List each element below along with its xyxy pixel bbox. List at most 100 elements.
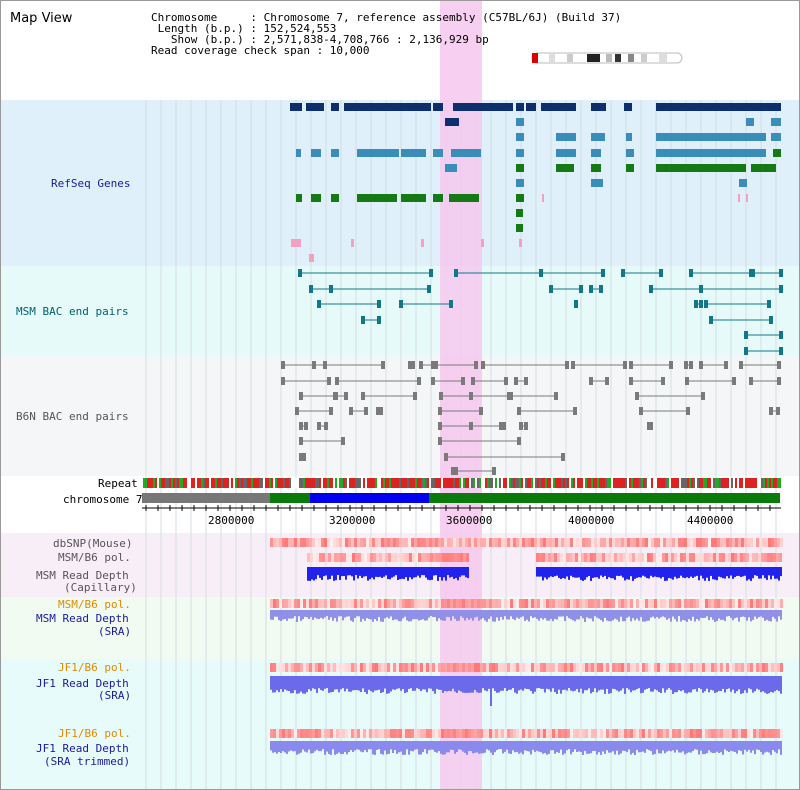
jf1-pol-cell [720, 663, 723, 672]
jf1-sra-depth-bar [282, 676, 284, 692]
msm-depth-bar [313, 567, 315, 581]
repeat-feature [427, 478, 429, 488]
jf1-sra-depth-bar [598, 676, 600, 691]
repeat-feature [567, 478, 569, 488]
b6n-bac-pair-end [381, 361, 385, 369]
b6n-bac-pair-end [438, 407, 442, 415]
msm-sra-depth-bar [632, 610, 634, 619]
msm-sra-depth-bar [464, 610, 466, 621]
jf1-trim-depth-bar [358, 741, 360, 750]
msm-depth-bar [580, 567, 582, 580]
gene-exon [626, 133, 632, 141]
jf1-trim-depth-bar [306, 741, 308, 753]
repeat-feature [151, 478, 153, 488]
jf1-sra-depth-bar [636, 676, 638, 690]
jf1-pol-cell [357, 663, 360, 672]
jf1-sra-depth-bar [634, 676, 636, 691]
jf1-pol-cell [585, 729, 588, 738]
msm-bac-pair-end [429, 269, 433, 277]
msm-pol-cell [738, 599, 741, 608]
jf1-trim-depth-bar [532, 741, 534, 750]
msm-pol-cell [749, 553, 752, 562]
msm-sra-depth-bar [752, 610, 754, 620]
selection-highlight [440, 1, 482, 789]
jf1-pol-cell [642, 663, 645, 672]
jf1-sra-depth-bar [426, 676, 428, 693]
repeat-feature [235, 478, 237, 488]
track-label-jf1-depth-sra-sub: (SRA) [98, 689, 132, 702]
msm-pol-cell [390, 599, 393, 608]
repeat-feature [635, 478, 637, 488]
dbsnp-cell [666, 538, 669, 547]
jf1-pol-cell [489, 729, 492, 738]
jf1-pol-cell [702, 663, 705, 672]
repeat-feature [563, 478, 565, 488]
repeat-feature [257, 478, 259, 488]
dbsnp-cell [555, 538, 558, 547]
repeat-feature [547, 478, 549, 488]
msm-pol-cell [393, 599, 396, 608]
msm-pol-cell [578, 553, 581, 562]
gene-exon [591, 103, 606, 111]
jf1-sra-depth-bar [546, 676, 548, 689]
msm-pol-cell [313, 553, 316, 562]
msm-pol-cell [716, 553, 719, 562]
jf1-sra-depth-bar [570, 676, 572, 691]
msm-depth-bar [562, 567, 564, 579]
jf1-sra-depth-bar [408, 676, 410, 689]
jf1-trim-depth-bar [474, 741, 476, 753]
jf1-sra-depth-bar [614, 676, 616, 690]
chromosome-bar-blue [310, 493, 429, 503]
dbsnp-cell [420, 538, 423, 547]
msm-depth-bar [548, 567, 550, 578]
dbsnp-cell [378, 538, 381, 547]
msm-depth-bar [740, 567, 742, 577]
jf1-trim-depth-bar [368, 741, 370, 750]
dbsnp-cell [702, 538, 705, 547]
msm-sra-depth-bar [750, 610, 752, 622]
msm-depth-bar [538, 567, 540, 577]
jf1-trim-depth-bar [444, 741, 446, 755]
msm-sra-depth-bar [654, 610, 656, 619]
jf1-trim-depth-bar [282, 741, 284, 752]
jf1-sra-depth-bar [700, 676, 702, 690]
msm-pol-cell [336, 599, 339, 608]
msm-pol-cell [638, 553, 641, 562]
jf1-pol-cell [453, 663, 456, 672]
jf1-pol-cell [357, 729, 360, 738]
msm-sra-depth-bar [548, 610, 550, 621]
msm-sra-depth-bar [546, 610, 548, 621]
gene-exon [771, 118, 781, 126]
msm-depth-bar [732, 567, 734, 579]
jf1-sra-depth-bar [586, 676, 588, 691]
b6n-bac-pair-end [649, 422, 653, 430]
msm-pol-cell [525, 599, 528, 608]
msm-depth-bar [748, 567, 750, 580]
repeat-feature [453, 478, 455, 488]
msm-sra-depth-bar [270, 610, 272, 620]
jf1-pol-cell [486, 663, 489, 672]
jf1-sra-depth-bar [344, 676, 346, 692]
jf1-sra-depth-bar [576, 676, 578, 690]
jf1-sra-depth-bar [356, 676, 358, 690]
jf1-sra-depth-bar [512, 676, 514, 689]
jf1-trim-depth-bar [286, 741, 288, 754]
jf1-trim-depth-bar [736, 741, 738, 754]
msm-sra-depth-bar [574, 610, 576, 622]
repeat-feature [159, 478, 161, 488]
msm-pol-cell [342, 599, 345, 608]
jf1-sra-depth-bar [280, 676, 282, 690]
msm-pol-cell [391, 553, 394, 562]
msm-depth-bar [451, 567, 453, 577]
msm-sra-depth-bar [442, 610, 444, 621]
jf1-trim-depth-bar [630, 741, 632, 755]
jf1-sra-depth-bar [542, 676, 544, 689]
msm-pol-cell [681, 599, 684, 608]
msm-pol-cell [540, 599, 543, 608]
msm-depth-bar [417, 567, 419, 576]
gene-exon [656, 164, 746, 172]
msm-depth-bar [686, 567, 688, 578]
dbsnp-cell [456, 538, 459, 547]
msm-depth-bar [307, 567, 309, 581]
